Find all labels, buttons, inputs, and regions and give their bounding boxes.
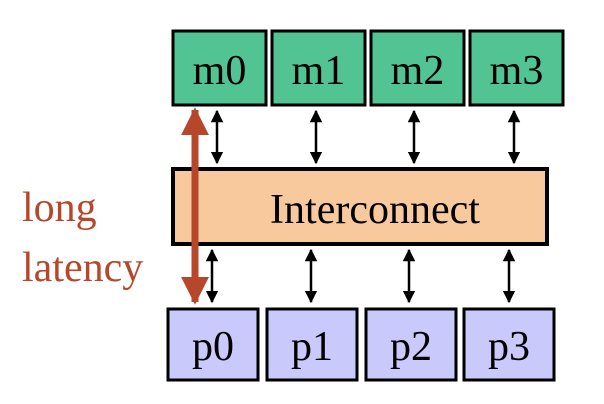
latency-note-line2: latency	[22, 245, 143, 291]
memory-label-m0: m0	[193, 48, 247, 94]
processor-p3: p3	[462, 307, 556, 382]
processor-p1: p1	[265, 307, 359, 382]
memory-module-m1: m1	[270, 29, 367, 107]
interconnect-processor-links	[205, 248, 516, 304]
latency-note-line1: long	[22, 185, 97, 231]
processor-label-p1: p1	[291, 324, 333, 370]
processor-row: p0 p1 p2 p3	[166, 307, 556, 382]
memory-label-m1: m1	[292, 48, 346, 94]
processor-p0: p0	[166, 307, 260, 382]
memory-label-m3: m3	[490, 48, 544, 94]
latency-note: long latency	[22, 185, 143, 291]
memory-module-m2: m2	[369, 29, 466, 107]
memory-module-m0: m0	[171, 29, 268, 107]
processor-label-p0: p0	[192, 324, 234, 370]
memory-interconnect-links	[210, 109, 521, 165]
memory-label-m2: m2	[391, 48, 445, 94]
interconnect: Interconnect	[171, 167, 549, 246]
memory-module-m3: m3	[468, 29, 565, 107]
processor-label-p2: p2	[390, 324, 432, 370]
memory-row: m0 m1 m2 m3	[171, 29, 565, 107]
processor-p2: p2	[364, 307, 458, 382]
processor-label-p3: p3	[488, 324, 530, 370]
interconnect-label: Interconnect	[270, 187, 480, 233]
